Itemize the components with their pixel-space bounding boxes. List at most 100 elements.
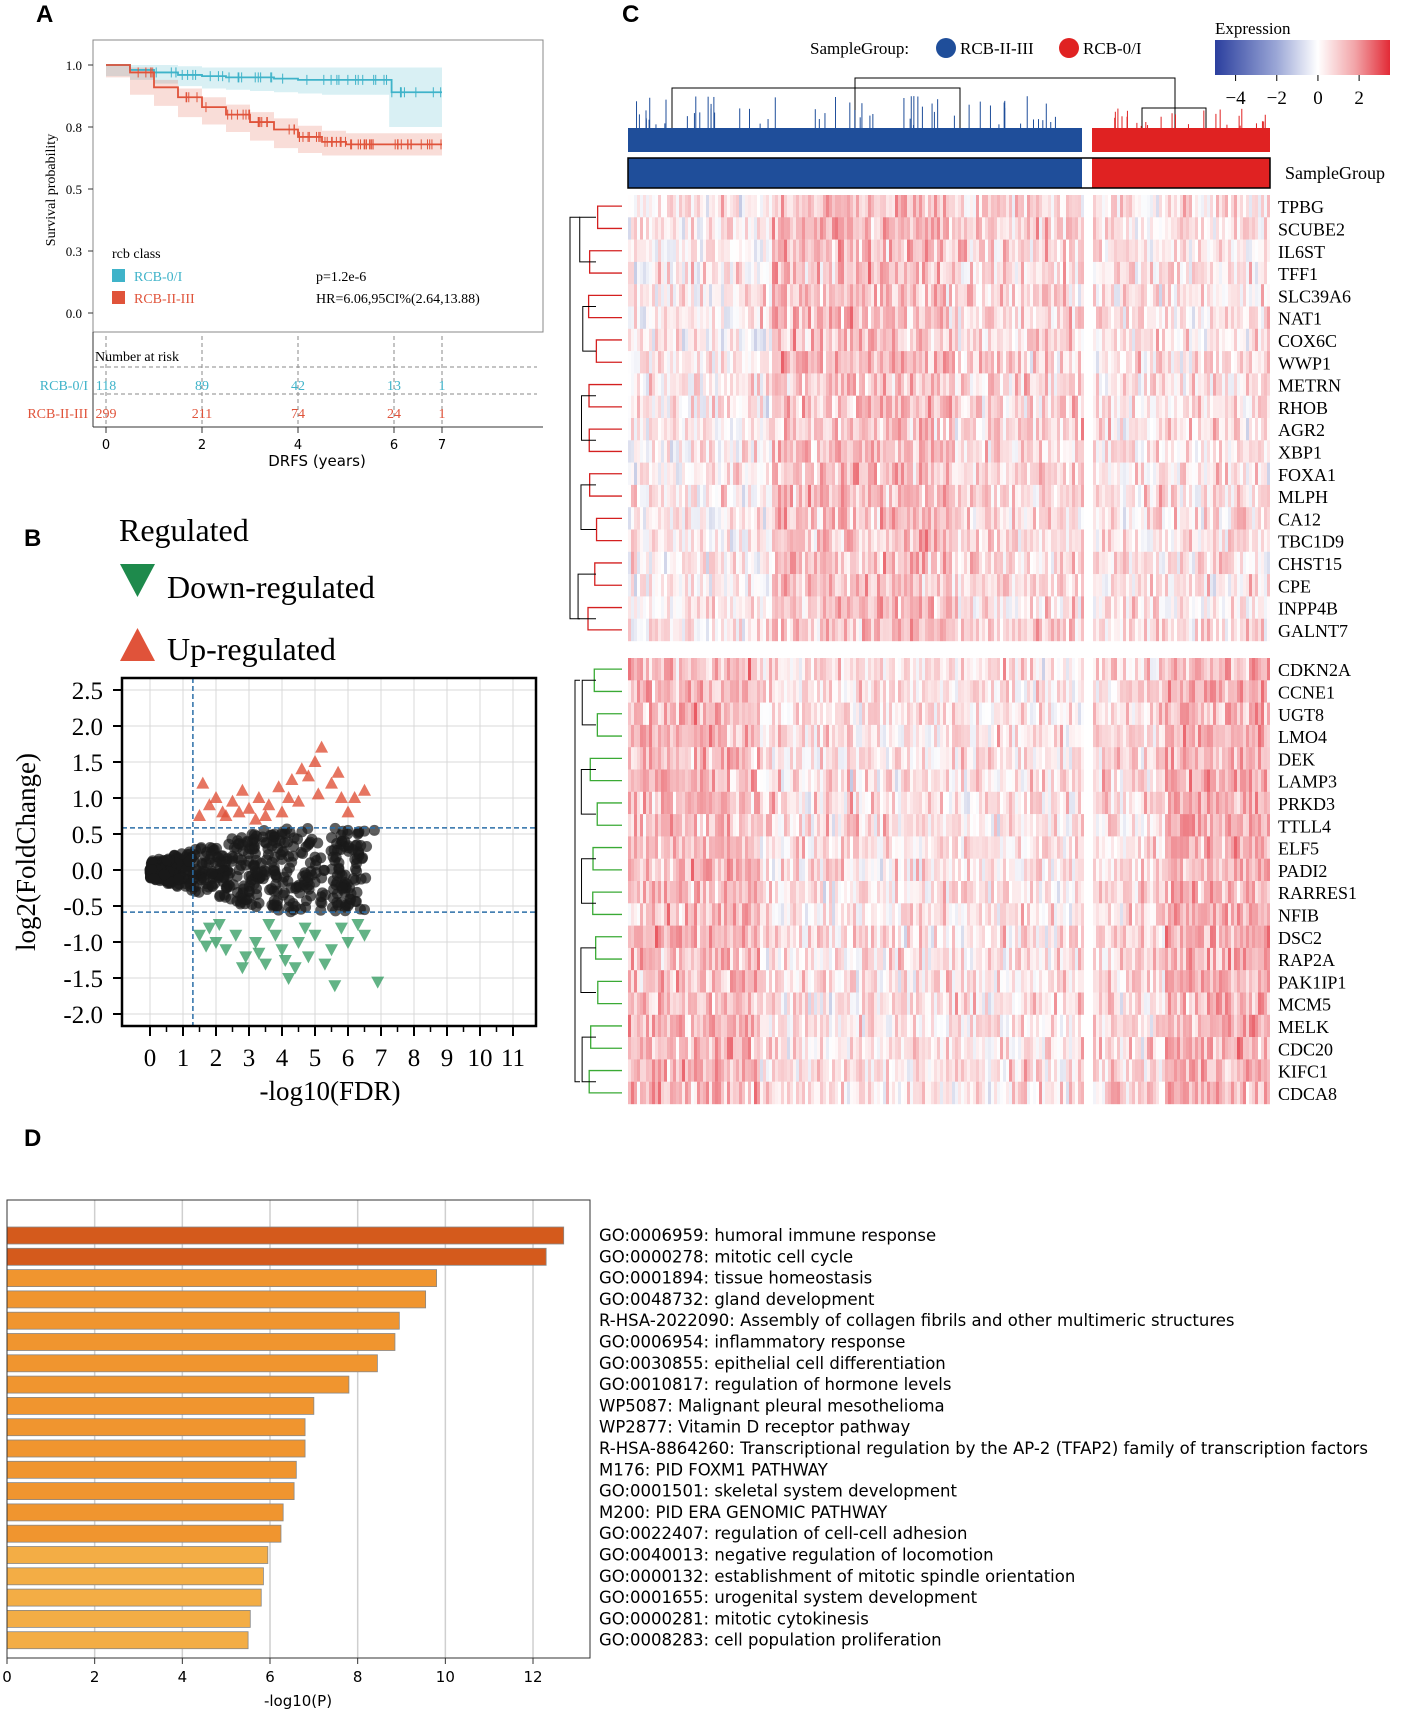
heatmap-cell <box>811 351 814 374</box>
heatmap-cell <box>949 306 952 329</box>
heatmap-cell <box>871 484 874 508</box>
heatmap-cell <box>670 551 673 575</box>
heatmap-cell <box>1198 306 1201 329</box>
heatmap-cell <box>1141 261 1144 285</box>
heatmap-cell <box>1258 261 1261 285</box>
heatmap-cell <box>1069 261 1072 285</box>
heatmap-cell <box>955 261 958 285</box>
heatmap-cell <box>994 529 997 552</box>
heatmap-cell <box>859 328 862 352</box>
heatmap-cell <box>1117 484 1120 508</box>
heatmap-cell <box>655 551 658 575</box>
heatmap-cell <box>847 239 850 263</box>
heatmap-cell <box>742 462 745 486</box>
heatmap-cell <box>1255 507 1258 530</box>
heatmap-cell <box>889 261 892 285</box>
heatmap-cell <box>922 306 925 329</box>
heatmap-cell <box>643 195 646 218</box>
heatmap-cell <box>1249 596 1252 619</box>
heatmap-cell <box>970 239 973 263</box>
heatmap-cell <box>793 239 796 263</box>
heatmap-cell <box>1111 328 1114 352</box>
heatmap-cell <box>733 462 736 486</box>
volcano-point-ns <box>248 843 260 855</box>
volcano-point-up <box>301 769 315 782</box>
heatmap-cell <box>979 239 982 263</box>
heatmap-cell <box>703 306 706 329</box>
heatmap-cell <box>1249 284 1252 307</box>
heatmap-cell <box>637 306 640 329</box>
heatmap-cell <box>1123 195 1126 218</box>
heatmap-cell <box>697 507 700 530</box>
heatmap-cell <box>1198 484 1201 508</box>
heatmap-cell <box>1006 395 1009 419</box>
heatmap-cell <box>1225 395 1228 419</box>
heatmap-cell <box>997 596 1000 619</box>
volcano-point-ns <box>198 873 210 885</box>
heatmap-cell <box>778 507 781 530</box>
heatmap-cell <box>931 328 934 352</box>
heatmap-cell <box>676 351 679 374</box>
heatmap-cell <box>814 306 817 329</box>
heatmap-cell <box>1012 306 1015 329</box>
heatmap-cell <box>1141 217 1144 240</box>
volcano-point-ns <box>335 896 347 908</box>
heatmap-cell <box>934 596 937 619</box>
heatmap-cell <box>721 217 724 240</box>
heatmap-cell <box>787 217 790 240</box>
heatmap-cell <box>988 261 991 285</box>
heatmap-cell <box>889 418 892 441</box>
heatmap-cell <box>871 217 874 240</box>
heatmap-cell <box>901 484 904 508</box>
heatmap-cell <box>796 462 799 486</box>
heatmap-cell <box>709 551 712 575</box>
heatmap-cell <box>751 440 754 463</box>
heatmap-cell <box>1105 306 1108 329</box>
heatmap-cell <box>1252 551 1255 575</box>
heatmap-cell <box>1255 418 1258 441</box>
heatmap-cell <box>922 418 925 441</box>
heatmap-cell <box>814 529 817 552</box>
heatmap-cell <box>1075 328 1078 352</box>
heatmap-cell <box>664 551 667 575</box>
heatmap-cell <box>688 217 691 240</box>
heatmap-cell <box>1048 440 1051 463</box>
heatmap-cell <box>1015 574 1018 597</box>
heatmap-cell <box>1189 484 1192 508</box>
heatmap-cell <box>1024 440 1027 463</box>
heatmap-cell <box>1120 440 1123 463</box>
heatmap-cell <box>1192 596 1195 619</box>
heatmap-cell <box>697 373 700 396</box>
heatmap-cell <box>997 440 1000 463</box>
heatmap-cell <box>1039 195 1042 218</box>
heatmap-cell <box>943 507 946 530</box>
heatmap-cell <box>736 440 739 463</box>
heatmap-cell <box>1267 351 1270 374</box>
heatmap-cell <box>895 373 898 396</box>
heatmap-cell <box>973 484 976 508</box>
heatmap-cell <box>814 440 817 463</box>
heatmap-cell <box>1156 351 1159 374</box>
heatmap-cell <box>925 551 928 575</box>
heatmap-cell <box>649 328 652 352</box>
heatmap-cell <box>1171 239 1174 263</box>
heatmap-cell <box>841 507 844 530</box>
heatmap-cell <box>1108 217 1111 240</box>
heatmap-cell <box>1015 351 1018 374</box>
heatmap-cell <box>856 418 859 441</box>
heatmap-cell <box>1186 261 1189 285</box>
heatmap-cell <box>958 462 961 486</box>
heatmap-cell <box>1189 195 1192 218</box>
heatmap-cell <box>1162 418 1165 441</box>
heatmap-cell <box>718 395 721 419</box>
heatmap-cell <box>1129 596 1132 619</box>
heatmap-cell <box>1030 306 1033 329</box>
heatmap-cell <box>646 351 649 374</box>
heatmap-cell <box>697 328 700 352</box>
heatmap-cell <box>676 551 679 575</box>
heatmap-cell <box>859 462 862 486</box>
heatmap-cell <box>703 462 706 486</box>
heatmap-cell <box>643 217 646 240</box>
heatmap-cell <box>739 529 742 552</box>
heatmap-cell <box>982 306 985 329</box>
